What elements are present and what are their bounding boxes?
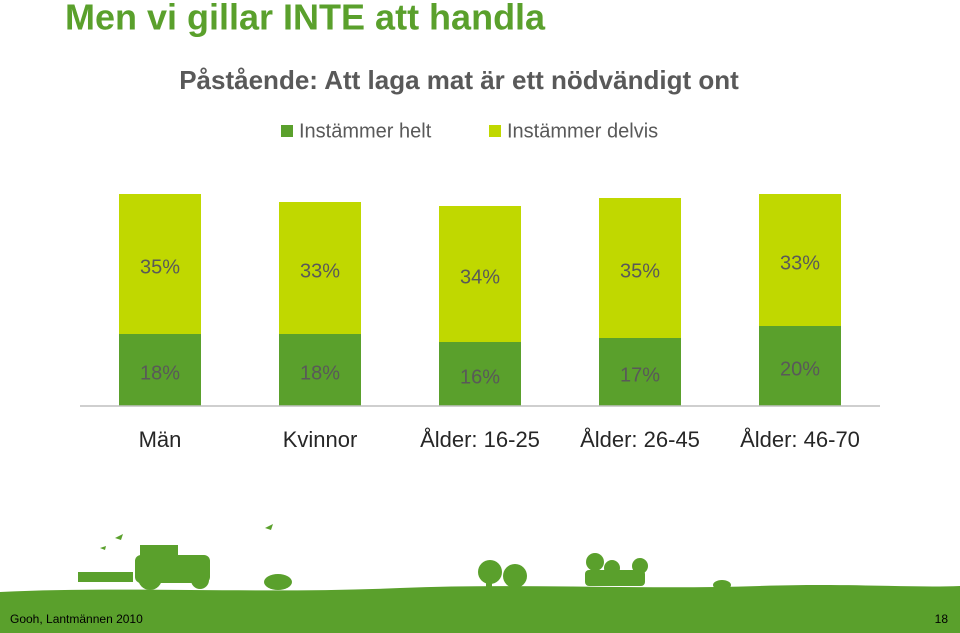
data-label: 18% [300, 362, 340, 384]
bar-segment [279, 202, 361, 334]
legend-swatch [489, 125, 501, 137]
bar-segment [599, 338, 681, 406]
footer-source: Gooh, Lantmännen 2010 [10, 612, 143, 626]
legend-label: Instämmer delvis [507, 120, 658, 142]
bar-segment [119, 334, 201, 406]
bar-segment [279, 334, 361, 406]
data-label: 16% [460, 366, 500, 388]
legend: Instämmer helt Instämmer delvis [281, 120, 658, 142]
bar-segment [759, 326, 841, 406]
page-number: 18 [935, 612, 949, 626]
legend-swatch [281, 125, 293, 137]
legend-label: Instämmer helt [299, 120, 432, 142]
x-tick-label: Ålder: 16-25 [420, 427, 540, 452]
chart-subtitle: Påstående: Att laga mat är ett nödvändig… [179, 65, 739, 95]
data-label: 18% [140, 362, 180, 384]
bar-segment [599, 198, 681, 338]
data-label: 35% [620, 260, 660, 282]
bar-segment [439, 342, 521, 406]
chart-title: Men vi gillar INTE att handla [65, 0, 546, 38]
silhouettes [78, 524, 731, 592]
data-label: 33% [780, 252, 820, 274]
bar-segment [119, 194, 201, 334]
data-label: 17% [620, 364, 660, 386]
data-label: 33% [300, 260, 340, 282]
x-tick-label: Män [139, 427, 182, 452]
ground [0, 585, 960, 633]
plot: 18% 35% Män 18% 33% Kvinnor 16% 34% Ålder: 16-25… [80, 194, 880, 452]
bar-segment [759, 194, 841, 326]
bar-segment [439, 206, 521, 342]
x-tick-label: Ålder: 26-45 [580, 427, 700, 452]
data-label: 35% [140, 256, 180, 278]
x-tick-label: Ålder: 46-70 [740, 427, 860, 452]
x-tick-label: Kvinnor [283, 427, 358, 452]
data-label: 20% [780, 358, 820, 380]
data-label: 34% [460, 266, 500, 288]
